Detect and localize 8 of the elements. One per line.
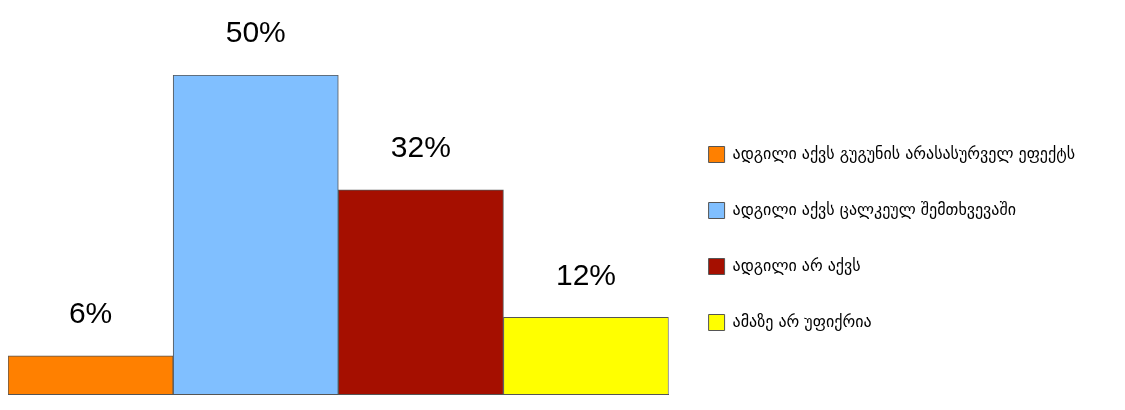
legend-label: ადგილი არ აქვს <box>732 255 861 275</box>
legend-label: ადგილი აქვს ცალკეულ შემთხვევაში <box>732 199 1016 219</box>
legend-label: ამაზე არ უფიქრია <box>732 311 872 331</box>
data-label: 12% <box>555 257 617 291</box>
data-label: 50% <box>225 15 286 49</box>
legend-label: ადგილი აქვს გუგუნის არასასურველ ეფექტს <box>732 143 1076 163</box>
data-label: 6% <box>68 295 113 329</box>
data-label: 32% <box>390 130 451 164</box>
